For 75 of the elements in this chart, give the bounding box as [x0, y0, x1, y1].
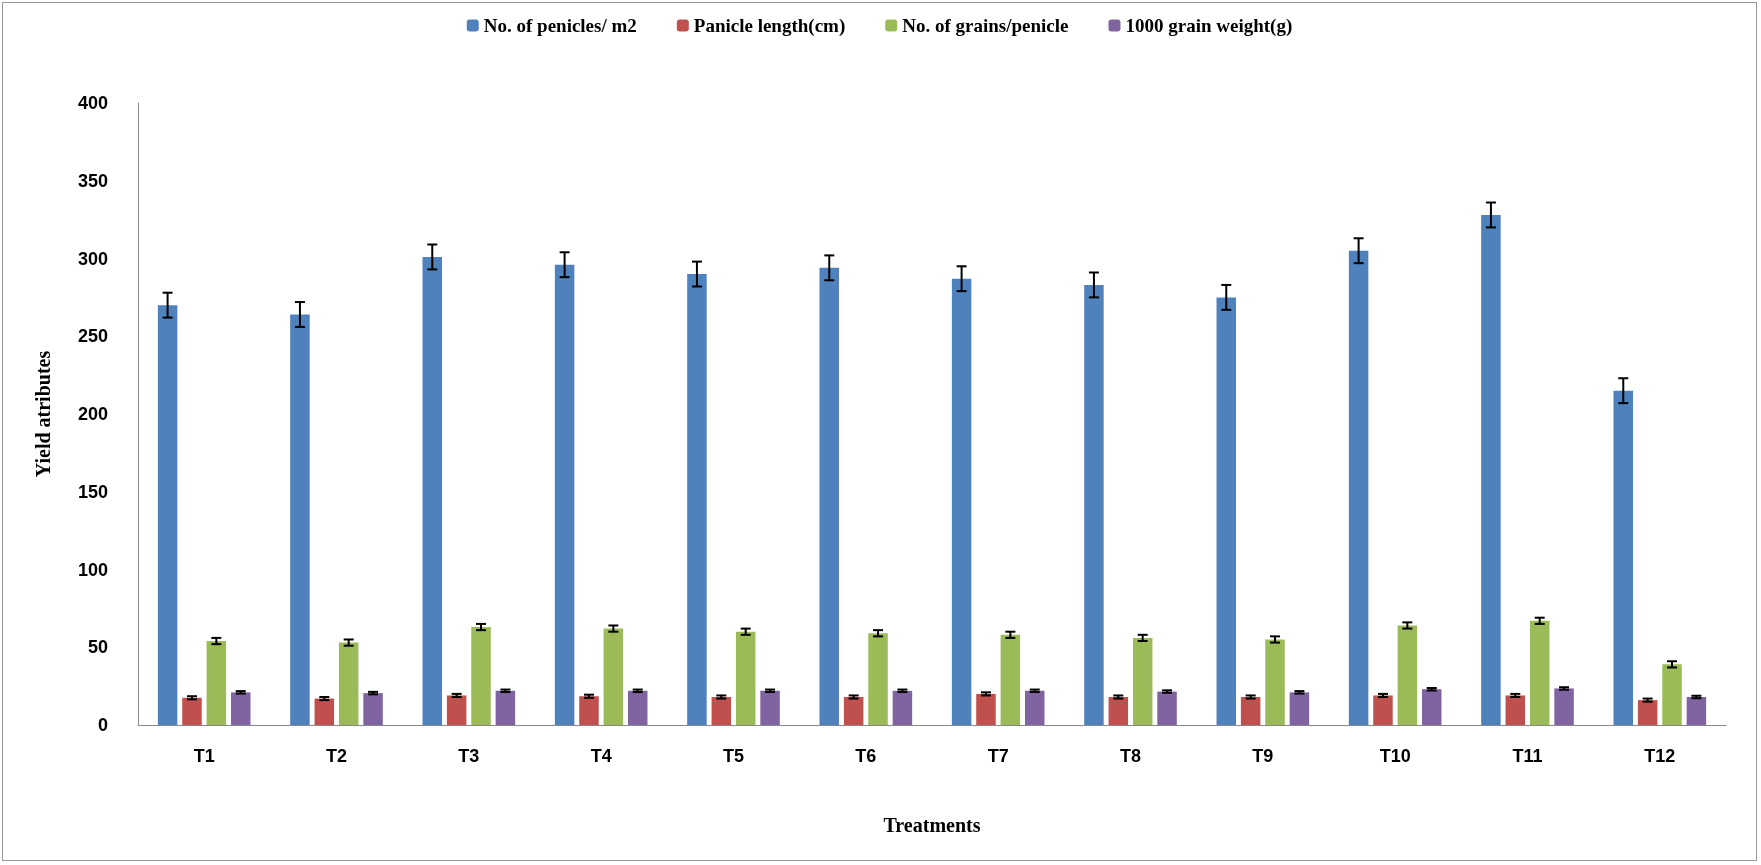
y-tick-label: 300 — [77, 248, 108, 269]
x-tick-label: T3 — [458, 746, 480, 766]
bar — [206, 641, 227, 725]
bar — [1481, 214, 1501, 725]
bar — [687, 274, 707, 725]
bar — [554, 264, 575, 725]
x-tick-label: T9 — [1252, 746, 1274, 766]
bar — [471, 627, 491, 725]
bar — [1397, 625, 1418, 725]
bar — [735, 631, 756, 725]
bar — [1529, 620, 1550, 725]
bar — [1348, 250, 1369, 725]
bar — [157, 305, 178, 725]
bar — [951, 278, 972, 725]
bar — [1637, 700, 1658, 725]
legend-label: No. of penicles/ m2 — [483, 15, 637, 36]
bar — [1024, 690, 1045, 725]
bar — [182, 697, 202, 725]
x-axis-title: Treatments — [883, 814, 981, 836]
y-tick-label: 0 — [97, 715, 108, 735]
bar — [1373, 695, 1393, 725]
x-tick-label: T11 — [1512, 746, 1543, 766]
bar — [1084, 284, 1104, 725]
x-tick-label: T7 — [987, 746, 1009, 766]
bar — [1289, 692, 1310, 725]
x-tick-label: T2 — [325, 746, 348, 766]
bar — [1686, 697, 1707, 725]
x-tick-label: T12 — [1644, 746, 1676, 766]
x-tick-label: T8 — [1119, 746, 1142, 766]
y-tick-label: 400 — [77, 93, 108, 113]
y-axis-title: Yield atributes — [32, 350, 54, 478]
x-tick-label: T4 — [590, 746, 612, 766]
y-tick-label: 50 — [87, 637, 108, 658]
bar — [495, 690, 516, 725]
bar — [1662, 664, 1682, 725]
x-tick-label: T6 — [855, 746, 877, 766]
y-tick-label: 100 — [77, 559, 108, 580]
bar — [711, 697, 732, 725]
bar — [338, 642, 359, 725]
bar — [1505, 695, 1526, 725]
bar — [843, 697, 864, 725]
legend-label: Panicle length(cm) — [693, 15, 846, 37]
bar — [976, 693, 996, 725]
bar — [1613, 390, 1634, 725]
bar — [290, 314, 310, 725]
bar — [627, 690, 648, 725]
bar — [1554, 688, 1574, 725]
y-tick-label: 200 — [77, 404, 108, 424]
legend-label: 1000 grain weight(g) — [1125, 15, 1293, 37]
x-tick-label: T5 — [722, 746, 745, 766]
bar — [760, 690, 780, 725]
y-tick-label: 250 — [77, 326, 108, 347]
bar — [314, 698, 335, 725]
bar — [892, 690, 913, 725]
x-tick-label: T1 — [193, 746, 215, 766]
bar — [1216, 297, 1237, 725]
bar — [422, 256, 443, 725]
bar — [1265, 639, 1285, 725]
bar — [1108, 697, 1129, 725]
bar — [868, 633, 888, 725]
bar — [1421, 689, 1442, 725]
bar — [363, 693, 383, 725]
bar — [1240, 697, 1261, 725]
bar — [1157, 691, 1177, 725]
bar — [603, 628, 624, 725]
x-tick-label: T10 — [1379, 746, 1411, 766]
bar — [819, 267, 840, 725]
bar — [1132, 637, 1153, 725]
bar — [446, 695, 467, 725]
bar — [230, 692, 251, 725]
legend-label: No. of grains/penicle — [902, 15, 1069, 36]
y-tick-label: 350 — [77, 170, 108, 191]
bar — [1000, 634, 1021, 725]
bar — [579, 696, 599, 725]
y-tick-label: 150 — [77, 481, 108, 502]
